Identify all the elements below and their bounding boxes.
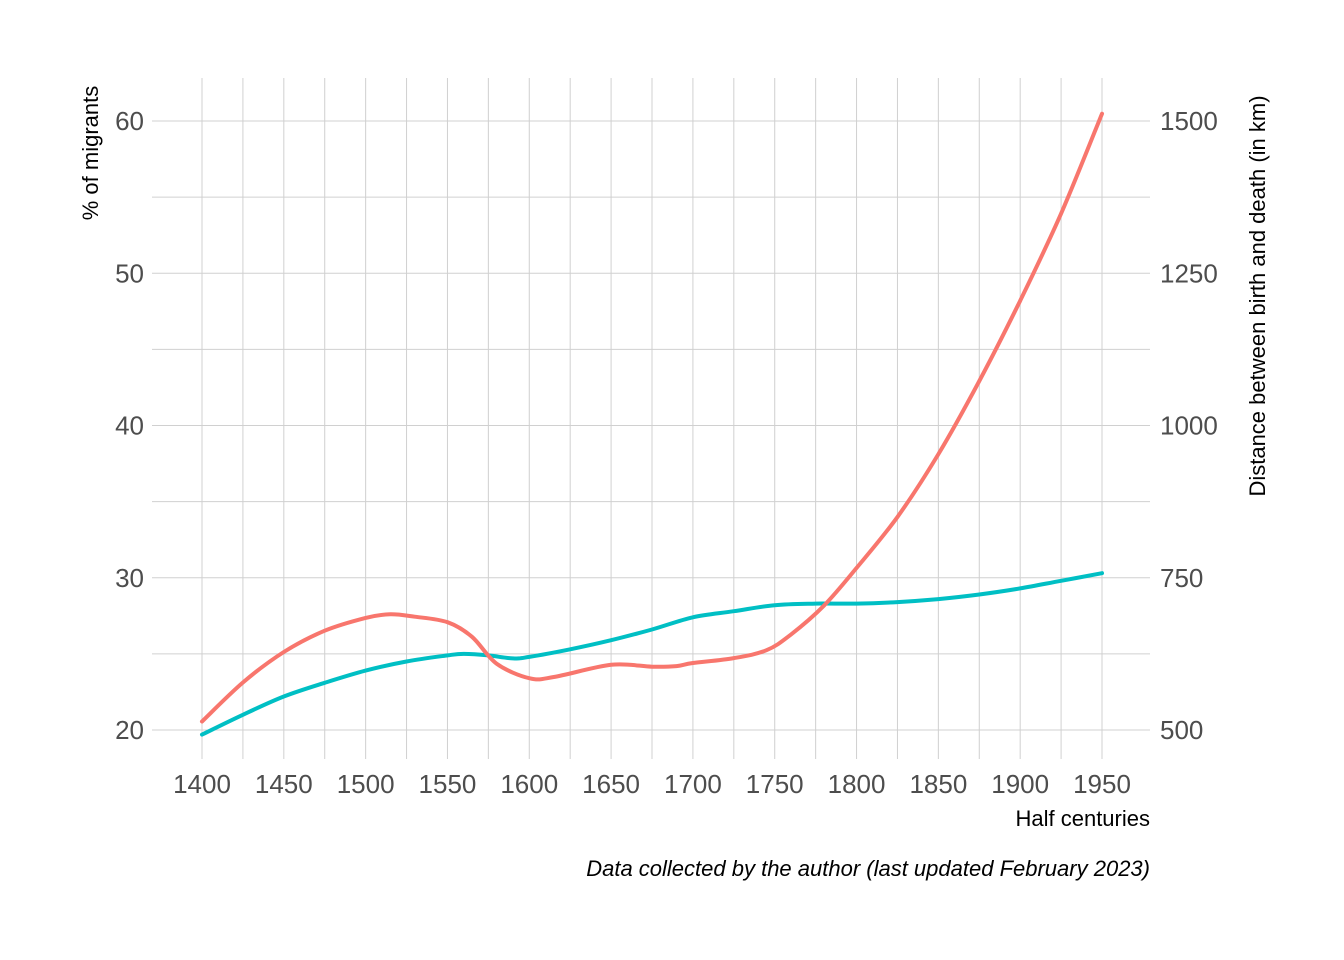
x-tick-label: 1450 (255, 769, 313, 799)
y-tick-label: 50 (115, 258, 144, 288)
series-line-distance (200, 111, 1104, 724)
series-line-migrants (200, 571, 1104, 737)
x-tick-label: 1950 (1073, 769, 1131, 799)
x-tick-label: 1750 (746, 769, 804, 799)
y-tick-label: 20 (115, 715, 144, 745)
x-tick-label: 1550 (419, 769, 477, 799)
x-tick-label: 1600 (500, 769, 558, 799)
x-tick-label: 1850 (909, 769, 967, 799)
x-tick-label: 1650 (582, 769, 640, 799)
y2-tick-label: 1250 (1160, 258, 1218, 288)
x-tick-label: 1700 (664, 769, 722, 799)
y2-tick-label: 1500 (1160, 106, 1218, 136)
x-axis-title: Half centuries (1015, 806, 1150, 831)
y-tick-label: 60 (115, 106, 144, 136)
y-axis-title: % of migrants (78, 86, 103, 221)
tick-labels: 1400 1450 1500 1550 1600 1650 1700 1750 1800 1850… (115, 106, 1218, 799)
y-tick-label: 40 (115, 411, 144, 441)
y2-tick-label: 750 (1160, 563, 1203, 593)
x-tick-label: 1800 (828, 769, 886, 799)
y2-axis-title: Distance between birth and death (in km) (1245, 95, 1270, 496)
grid (152, 78, 1150, 759)
x-tick-label: 1500 (337, 769, 395, 799)
x-tick-label: 1400 (173, 769, 231, 799)
y2-tick-label: 500 (1160, 715, 1203, 745)
y2-tick-label: 1000 (1160, 411, 1218, 441)
x-tick-label: 1900 (991, 769, 1049, 799)
y-tick-label: 30 (115, 563, 144, 593)
series-layer (200, 111, 1104, 737)
caption: Data collected by the author (last updat… (586, 856, 1150, 881)
